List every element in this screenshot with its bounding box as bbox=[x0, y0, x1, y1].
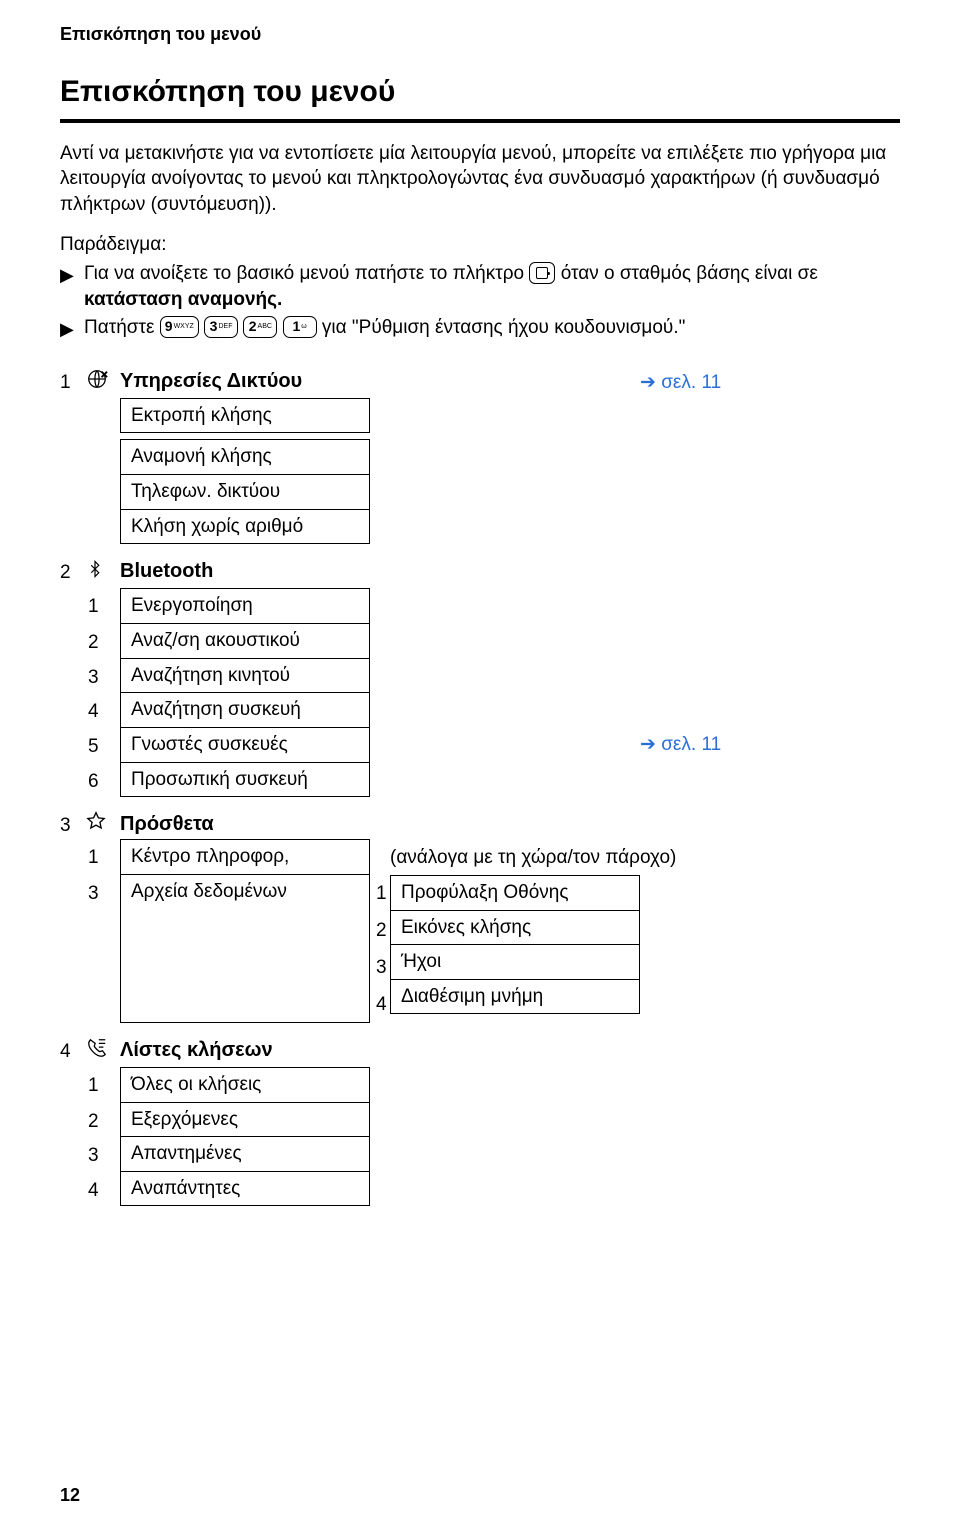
s2-item: Ενεργοποίηση bbox=[120, 588, 370, 624]
s3-sub-item: Εικόνες κλήσης bbox=[390, 911, 640, 946]
s2-item: Γνωστές συσκευές bbox=[120, 728, 370, 763]
s4-row: 3Απαντημένες bbox=[60, 1137, 900, 1172]
bullet-2-post: για "Ρύθμιση έντασης ήχου κουδουνισμού." bbox=[322, 317, 685, 338]
arrow-icon: ➔ bbox=[640, 372, 656, 393]
s2-row: 4Αναζήτηση συσκευή bbox=[60, 693, 900, 728]
s2-row: 6Προσωπική συσκευή bbox=[60, 763, 900, 798]
s2-item-num: 5 bbox=[86, 728, 120, 763]
s3-item-1-num: 1 bbox=[86, 839, 120, 875]
intro-paragraph: Αντί να μετακινήστε για να εντοπίσετε μί… bbox=[60, 141, 900, 218]
triangle-icon: ▶ bbox=[60, 315, 74, 342]
bullet-2-pre: Πατήστε bbox=[84, 317, 160, 338]
section-1-title: Υπηρεσίες Δικτύου bbox=[120, 366, 370, 395]
example-header: Παράδειγμα: bbox=[60, 232, 900, 258]
section-2-num: 2 bbox=[60, 556, 86, 586]
section-3-title: Πρόσθετα bbox=[120, 809, 370, 838]
s4-row: 2Εξερχόμενες bbox=[60, 1103, 900, 1138]
s3-row-2: 3 Αρχεία δεδομένων 1234 Προφύλαξη Οθόνης… bbox=[60, 875, 900, 1023]
bullet-1-line2: κατάσταση αναμονής. bbox=[84, 289, 282, 310]
section-3: 3 Πρόσθετα bbox=[60, 807, 900, 839]
bullet-1: ▶ Για να ανοίξετε το βασικό μενού πατήστ… bbox=[60, 261, 900, 312]
section-4-num: 4 bbox=[60, 1035, 86, 1065]
key-3: 3DEF bbox=[204, 316, 238, 338]
s4-item: Αναπάντητες bbox=[120, 1172, 370, 1207]
section-1-num: 1 bbox=[60, 366, 86, 396]
page-number: 12 bbox=[60, 1483, 80, 1507]
s4-row: 1Όλες οι κλήσεις bbox=[60, 1067, 900, 1103]
section-2-title: Bluetooth bbox=[120, 556, 370, 585]
s2-row: 3Αναζήτηση κινητού bbox=[60, 659, 900, 694]
s2-item-num: 2 bbox=[86, 624, 120, 659]
s2-item-link bbox=[640, 763, 900, 798]
s3-sub-item: Ήχοι bbox=[390, 945, 640, 980]
bullet-2: ▶ Πατήστε 9WXYZ 3DEF 2ABC 1ω για "Ρύθμισ… bbox=[60, 315, 900, 342]
s3-sub-num: 4 bbox=[370, 986, 390, 1023]
s3-item-1-note: (ανάλογα με τη χώρα/τον πάροχο) bbox=[390, 839, 900, 875]
menu-key-icon bbox=[529, 262, 555, 284]
s4-item-num: 4 bbox=[86, 1172, 120, 1207]
s2-item: Αναζ/ση ακουστικού bbox=[120, 624, 370, 659]
section-4-title: Λίστες κλήσεων bbox=[120, 1035, 370, 1064]
bullet-1-pre: Για να ανοίξετε το βασικό μενού πατήστε … bbox=[84, 263, 529, 284]
s2-item-num: 1 bbox=[86, 588, 120, 624]
s3-item-1: Κέντρο πληροφορ, bbox=[120, 839, 370, 875]
s1-item-klisi: Κλήση χωρίς αριθμό bbox=[120, 510, 370, 545]
s2-item-link bbox=[640, 659, 900, 694]
s1-item-anamoni: Αναμονή κλήσης bbox=[120, 439, 370, 475]
s4-item: Εξερχόμενες bbox=[120, 1103, 370, 1138]
running-header: Επισκόπηση του μενού bbox=[60, 22, 900, 46]
title-rule bbox=[60, 119, 900, 123]
menu-tree: 1 Υπηρεσίες Δικτύου ➔ σελ. 11 Εκτροπή κλ… bbox=[60, 364, 900, 1207]
arrow-icon: ➔ bbox=[640, 734, 656, 755]
key-2: 2ABC bbox=[243, 316, 277, 338]
s3-item-2: Αρχεία δεδομένων bbox=[120, 875, 370, 1023]
s4-row: 4Αναπάντητες bbox=[60, 1172, 900, 1207]
section-1: 1 Υπηρεσίες Δικτύου ➔ σελ. 11 bbox=[60, 364, 900, 398]
s1-group1: Εκτροπή κλήσης bbox=[60, 398, 900, 434]
s2-row: 1Ενεργοποίηση bbox=[60, 588, 900, 624]
s2-item-link[interactable]: ➔ σελ. 11 bbox=[640, 728, 900, 763]
bluetooth-icon bbox=[86, 556, 120, 588]
phone-list-icon bbox=[86, 1035, 120, 1067]
star-icon bbox=[86, 809, 120, 839]
section-1-link[interactable]: ➔ σελ. 11 bbox=[640, 366, 900, 396]
section-2: 2 Bluetooth bbox=[60, 554, 900, 588]
s3-row-1: 1 Κέντρο πληροφορ, (ανάλογα με τη χώρα/τ… bbox=[60, 839, 900, 875]
s2-row: 2Αναζ/ση ακουστικού bbox=[60, 624, 900, 659]
s3-sub-item: Προφύλαξη Οθόνης bbox=[390, 875, 640, 911]
s2-row: 5Γνωστές συσκευές ➔ σελ. 11 bbox=[60, 728, 900, 763]
s2-item-link bbox=[640, 588, 900, 624]
s1-item-ektropi: Εκτροπή κλήσης bbox=[120, 398, 370, 434]
key-9: 9WXYZ bbox=[160, 316, 199, 338]
s2-item-link bbox=[640, 624, 900, 659]
s2-item: Αναζήτηση συσκευή bbox=[120, 693, 370, 728]
s3-sub-num: 1 bbox=[370, 875, 390, 912]
s2-item: Αναζήτηση κινητού bbox=[120, 659, 370, 694]
s3-sub-num: 3 bbox=[370, 949, 390, 986]
s4-item-num: 3 bbox=[86, 1137, 120, 1172]
s2-item-num: 6 bbox=[86, 763, 120, 798]
s2-item-link bbox=[640, 693, 900, 728]
s2-item-num: 4 bbox=[86, 693, 120, 728]
s4-item: Απαντημένες bbox=[120, 1137, 370, 1172]
s1-item-tilefon: Τηλεφων. δικτύου bbox=[120, 475, 370, 510]
s3-sub-num: 2 bbox=[370, 912, 390, 949]
section-4: 4 Λίστες κλήσεων bbox=[60, 1033, 900, 1067]
bullet-1-post: όταν ο σταθμός βάσης είναι σε bbox=[561, 263, 818, 284]
s2-item-num: 3 bbox=[86, 659, 120, 694]
triangle-icon: ▶ bbox=[60, 261, 74, 288]
key-1: 1ω bbox=[283, 316, 317, 338]
s4-item: Όλες οι κλήσεις bbox=[120, 1067, 370, 1103]
s3-sub-item: Διαθέσιμη μνήμη bbox=[390, 980, 640, 1015]
globe-cross-icon bbox=[86, 366, 120, 398]
s3-item-2-num: 3 bbox=[86, 875, 120, 1023]
s2-item: Προσωπική συσκευή bbox=[120, 763, 370, 798]
page-title: Επισκόπηση του μενού bbox=[60, 72, 900, 113]
s4-item-num: 1 bbox=[86, 1067, 120, 1103]
s4-item-num: 2 bbox=[86, 1103, 120, 1138]
s1-group2: Αναμονή κλήσης Τηλεφων. δικτύου Κλήση χω… bbox=[60, 433, 900, 544]
section-3-num: 3 bbox=[60, 809, 86, 839]
